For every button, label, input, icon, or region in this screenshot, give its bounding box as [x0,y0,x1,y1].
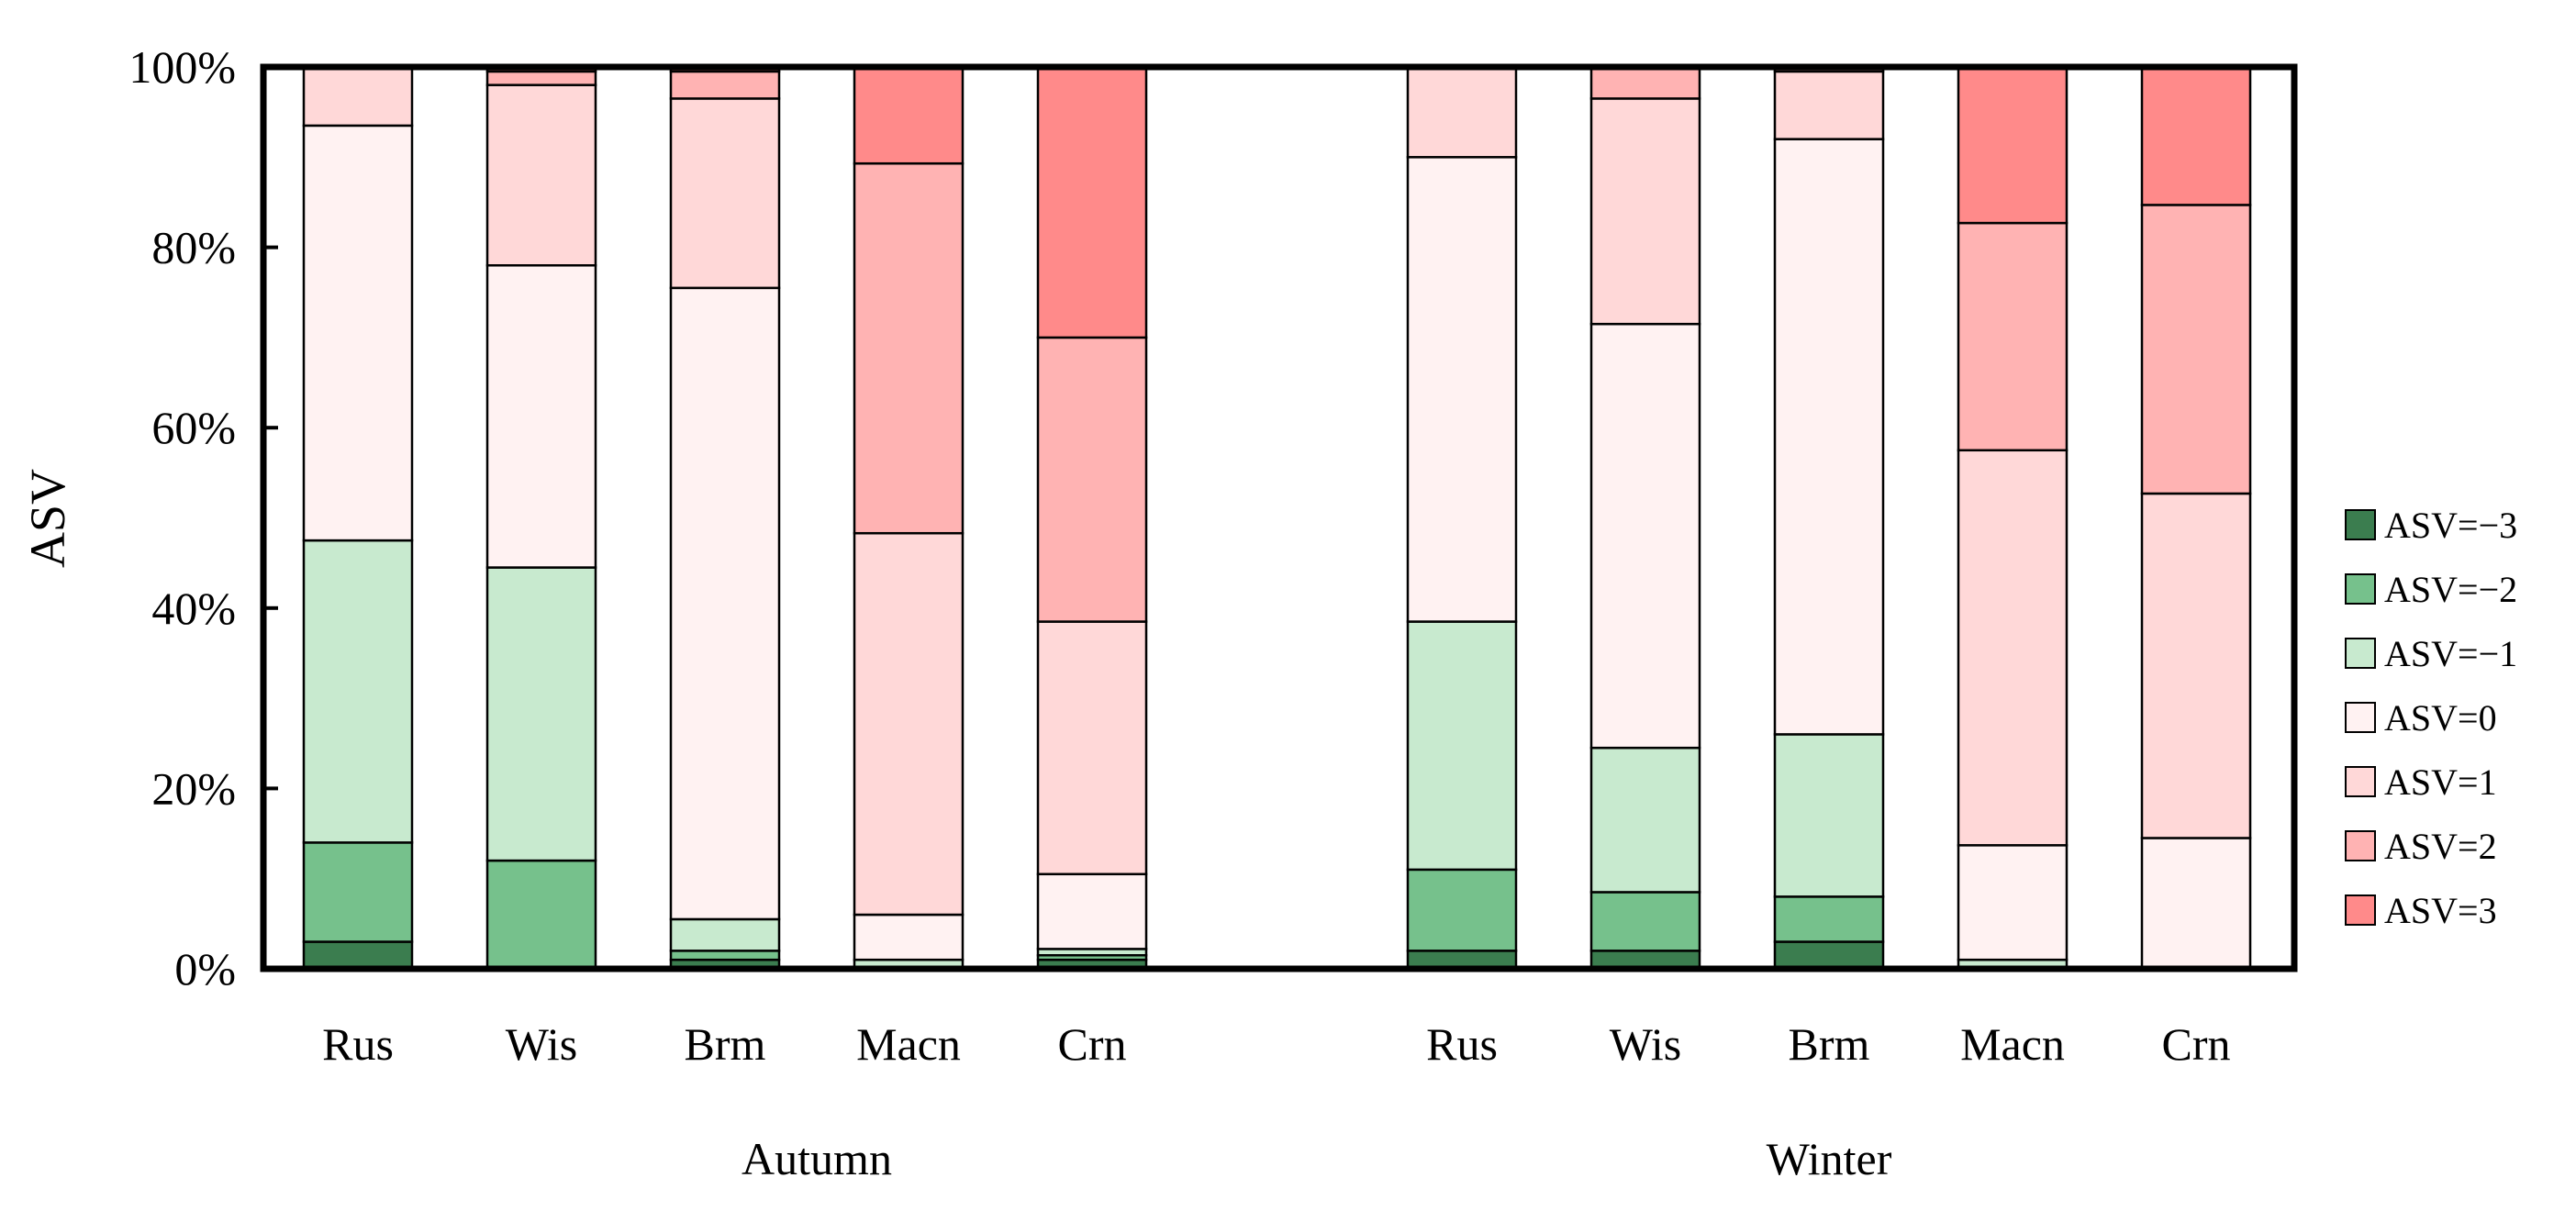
y-tick-label: 20% [151,762,236,814]
bar-segment-2-bar-6 [1406,868,1518,952]
bar-segment-5-bar-6 [1406,65,1518,159]
bar-segment-2-bar-3 [669,950,781,961]
bar-segment-3-bar-2 [485,566,597,862]
legend-label: ASV=0 [2384,697,2497,739]
legend-label: ASV=1 [2384,761,2497,803]
bar-segment-2-bar-8 [1773,895,1885,943]
legend-label: ASV=2 [2384,826,2497,867]
y-tick-label: 0% [174,943,236,994]
bar-segment-3-bar-6 [1406,620,1518,872]
y-tick-label: 100% [128,41,236,93]
bar-segment-6-bar-2 [485,70,597,86]
legend-label: ASV=3 [2384,890,2497,931]
x-category-label: Crn [1058,1018,1127,1070]
bar-segment-7-bar-9 [1957,65,2069,225]
x-category-label: Crn [2162,1018,2231,1070]
legend-swatch [2345,573,2376,605]
x-axis-category-labels: Rus Wis Brm Macn Crn Rus Wis Brm Macn Crn [322,1018,2230,1070]
bar-segment-1-bar-1 [302,940,414,971]
bar-segment-4-bar-10 [2140,837,2252,971]
legend-swatch [2345,894,2376,926]
legend-swatch [2345,509,2376,540]
x-category-label: Wis [506,1018,578,1070]
bar-segment-2-bar-7 [1589,891,1701,952]
bar-segment-2-bar-2 [485,859,597,971]
bar-segment-3-bar-1 [302,539,414,844]
bar-segment-7-bar-4 [853,65,965,165]
x-category-label: Rus [1426,1018,1498,1070]
bars-layer [302,65,2252,971]
bar-segment-6-bar-9 [1957,221,2069,452]
x-category-label: Macn [856,1018,961,1070]
bar-segment-4-bar-8 [1773,138,1885,736]
plot-frame [260,63,2298,972]
x-category-label: Rus [322,1018,394,1070]
bar-segment-2-bar-1 [302,841,414,943]
bar-segment-6-bar-5 [1036,336,1148,623]
bar-segment-6-bar-3 [669,70,781,100]
x-category-label: Brm [1789,1018,1870,1070]
x-group-label: Winter [1767,1133,1892,1184]
bar-segment-5-bar-8 [1773,70,1885,140]
y-axis-ticks: 0% 20% 40% 60% 80% 100% [128,41,278,994]
bar-segment-3-bar-7 [1589,746,1701,894]
bar-segment-4-bar-2 [485,264,597,569]
legend-label: ASV=−3 [2384,505,2517,546]
bar-segment-4-bar-9 [1957,844,2069,961]
legend-label: ASV=−1 [2384,633,2517,674]
bar-segment-5-bar-2 [485,83,597,267]
x-group-label: Autumn [742,1133,892,1184]
bar-segment-7-bar-10 [2140,65,2252,206]
legend-swatch [2345,830,2376,861]
x-axis-group-labels: Autumn Winter [742,1133,1892,1184]
bar-segment-5-bar-10 [2140,492,2252,839]
y-tick-label: 60% [151,402,236,453]
bar-segment-1-bar-8 [1773,940,1885,971]
legend-swatch [2345,766,2376,797]
bar-segment-4-bar-7 [1589,322,1701,750]
bar-segment-6-bar-4 [853,161,965,535]
bar-segment-5-bar-4 [853,531,965,917]
legend-label: ASV=−2 [2384,569,2517,610]
bar-segment-5-bar-3 [669,97,781,290]
y-tick-label: 80% [151,222,236,273]
bar-segment-5-bar-7 [1589,97,1701,326]
bar-segment-3-bar-3 [669,917,781,952]
legend-swatch [2345,638,2376,669]
x-category-label: Brm [685,1018,766,1070]
bar-segment-4-bar-3 [669,286,781,921]
y-tick-label: 40% [151,583,236,634]
bar-segment-6-bar-7 [1589,65,1701,100]
legend-swatch [2345,702,2376,733]
bar-segment-7-bar-5 [1036,65,1148,339]
legend: ASV=−3 ASV=−2 ASV=−1 ASV=0 ASV=1 ASV=2 ASV=3 [2345,505,2517,931]
x-category-label: Wis [1610,1018,1682,1070]
bar-segment-6-bar-10 [2140,204,2252,495]
bar-segment-5-bar-5 [1036,620,1148,876]
bar-segment-4-bar-1 [302,124,414,542]
bar-segment-5-bar-1 [302,65,414,128]
x-category-label: Macn [1960,1018,2065,1070]
bar-segment-5-bar-9 [1957,449,2069,847]
y-axis-title: ASV [20,469,75,568]
bar-segment-4-bar-5 [1036,872,1148,950]
bar-segment-4-bar-6 [1406,156,1518,623]
bar-segment-4-bar-4 [853,913,965,961]
bar-segment-3-bar-8 [1773,733,1885,898]
